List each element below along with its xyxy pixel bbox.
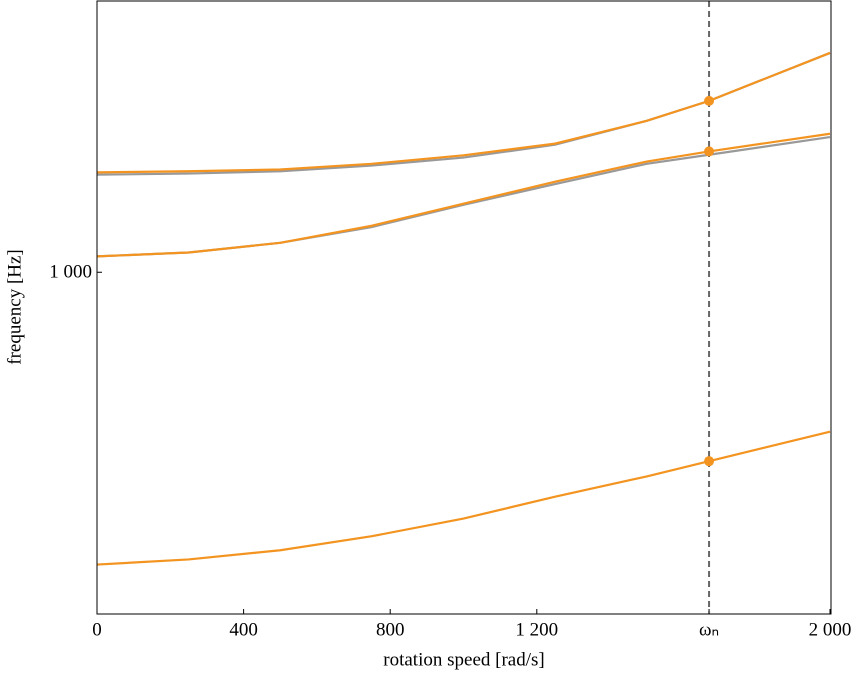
- series-line: [96, 132, 831, 258]
- y-tick-label: 1 000: [49, 262, 92, 283]
- marker: [704, 146, 715, 157]
- plot-frame: [96, 0, 832, 615]
- x-tick-label: ωₙ: [699, 619, 719, 640]
- series-line: [96, 430, 831, 566]
- marker: [704, 95, 715, 106]
- y-axis-label: frequency [Hz]: [4, 249, 25, 365]
- x-tick-label: 2 000: [809, 619, 852, 640]
- series-line: [96, 51, 831, 176]
- series-line: [96, 51, 831, 174]
- x-tick-label: 0: [92, 619, 102, 640]
- x-tick-label: 400: [229, 619, 258, 640]
- x-tick-label: 1 200: [515, 619, 558, 640]
- x-axis-label: rotation speed [rad/s]: [383, 649, 544, 670]
- marker: [704, 456, 715, 467]
- x-tick-label: 800: [376, 619, 405, 640]
